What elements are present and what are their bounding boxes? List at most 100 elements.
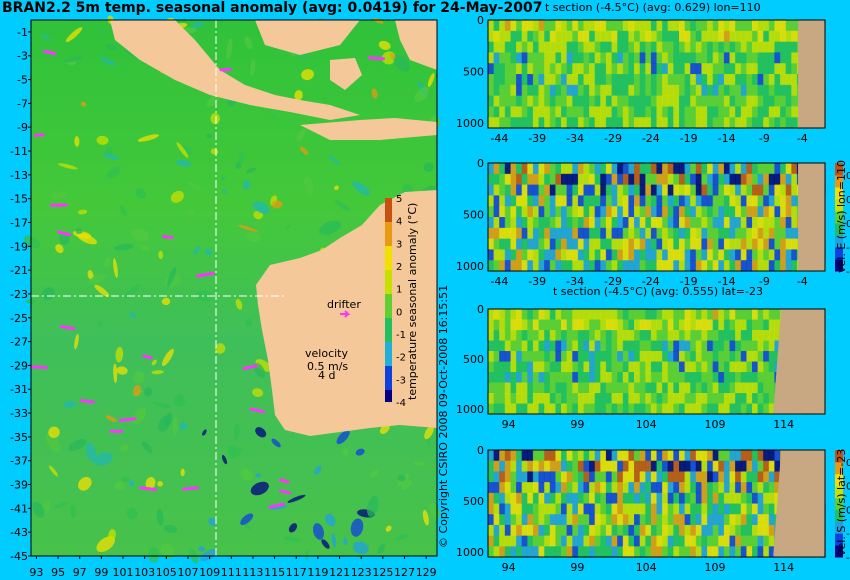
section-cell	[617, 330, 624, 342]
section-cell	[735, 403, 742, 415]
section-cell	[583, 217, 590, 229]
section-cell	[662, 163, 669, 175]
section-cell	[656, 217, 663, 229]
map-ytick-label: -19	[10, 240, 28, 253]
anomaly-patch	[288, 523, 298, 533]
section-cell	[757, 351, 764, 363]
section-cell	[605, 503, 613, 515]
section-cell	[707, 403, 714, 415]
section-cell	[723, 74, 731, 86]
section-cell	[639, 450, 646, 462]
section-cell	[622, 163, 629, 175]
section-cell	[583, 535, 590, 547]
section-cell	[538, 361, 545, 373]
section-cell	[723, 20, 731, 32]
section-cell	[594, 351, 601, 363]
section-cell	[634, 163, 641, 175]
section-cell	[493, 63, 500, 75]
section-cell	[645, 30, 652, 43]
section-cell	[650, 535, 658, 547]
section-cell	[763, 227, 770, 240]
drifter-track	[268, 502, 285, 509]
section-cell	[504, 95, 511, 107]
anomaly-patch	[65, 27, 83, 43]
section-cell	[707, 195, 714, 207]
map-ytick-label: -31	[10, 383, 28, 396]
section-cell	[656, 63, 663, 75]
section-cell	[718, 260, 725, 272]
section-cell	[673, 260, 680, 272]
section-cell	[662, 260, 669, 272]
section-cell	[544, 492, 551, 505]
section-cell	[701, 450, 708, 462]
section-cell	[634, 206, 641, 218]
section-cell	[628, 95, 635, 107]
section-ytick-label: 0	[477, 444, 484, 457]
section-cell	[622, 524, 629, 537]
section-colorbar-step	[835, 497, 843, 510]
section-cell	[746, 63, 753, 75]
section-cell	[527, 460, 534, 472]
anomaly-patch	[235, 298, 243, 310]
drifter-track	[249, 407, 266, 414]
section-cell	[544, 403, 551, 415]
section-cell	[589, 503, 596, 515]
section-cell	[516, 206, 523, 218]
section-cell	[701, 260, 708, 272]
section-cell	[577, 535, 585, 547]
section-cell	[735, 52, 742, 64]
section-cell	[572, 249, 579, 261]
map-colorbar-tick: 3	[396, 239, 402, 250]
section-cell	[605, 372, 613, 384]
section-cell	[650, 227, 658, 240]
anomaly-patch	[220, 175, 226, 182]
section-cell	[650, 117, 658, 129]
section-cell	[504, 184, 511, 196]
section-cell	[504, 309, 511, 321]
section-cell	[499, 319, 506, 331]
anomaly-patch	[413, 461, 427, 466]
section-cell	[656, 340, 663, 352]
section-cell	[718, 195, 725, 207]
section-frame	[487, 19, 826, 129]
section-cell	[712, 106, 719, 118]
section-cell	[656, 492, 663, 505]
section-cell	[701, 20, 708, 32]
anomaly-patch	[126, 507, 138, 520]
anomaly-patch	[250, 481, 269, 496]
section-cell	[555, 84, 562, 97]
section-cell	[673, 372, 680, 384]
section-cell	[735, 184, 742, 196]
section-cell	[605, 546, 613, 558]
section-cell	[735, 319, 742, 331]
anomaly-patch	[137, 134, 159, 142]
section-cell	[740, 492, 747, 505]
anomaly-patch	[271, 200, 283, 209]
section-cell	[504, 535, 511, 547]
anomaly-patch	[318, 220, 339, 236]
section-cell	[504, 319, 511, 331]
section-cell	[634, 372, 641, 384]
section-cell	[555, 372, 562, 384]
section-cell	[504, 63, 511, 75]
section-cell	[757, 117, 764, 129]
section-ytick-label: 0	[477, 303, 484, 316]
section-colorbar-step	[835, 545, 843, 558]
section-cell	[504, 382, 511, 394]
section-cell	[504, 372, 511, 384]
section-cell	[667, 403, 674, 415]
section-cell	[583, 30, 590, 43]
section-cell	[735, 84, 742, 97]
section-cell	[768, 117, 775, 129]
section-cell	[707, 52, 714, 64]
section-cell	[516, 514, 523, 526]
section-cell	[780, 173, 787, 186]
drifter-track	[57, 230, 72, 237]
anomaly-patch	[59, 232, 70, 245]
map-xtick-label: 123	[351, 566, 372, 579]
section-cell	[532, 393, 540, 405]
section-cell	[527, 492, 534, 505]
section-cell	[555, 330, 562, 342]
section-cell	[549, 74, 556, 86]
anomaly-patch	[269, 505, 288, 510]
